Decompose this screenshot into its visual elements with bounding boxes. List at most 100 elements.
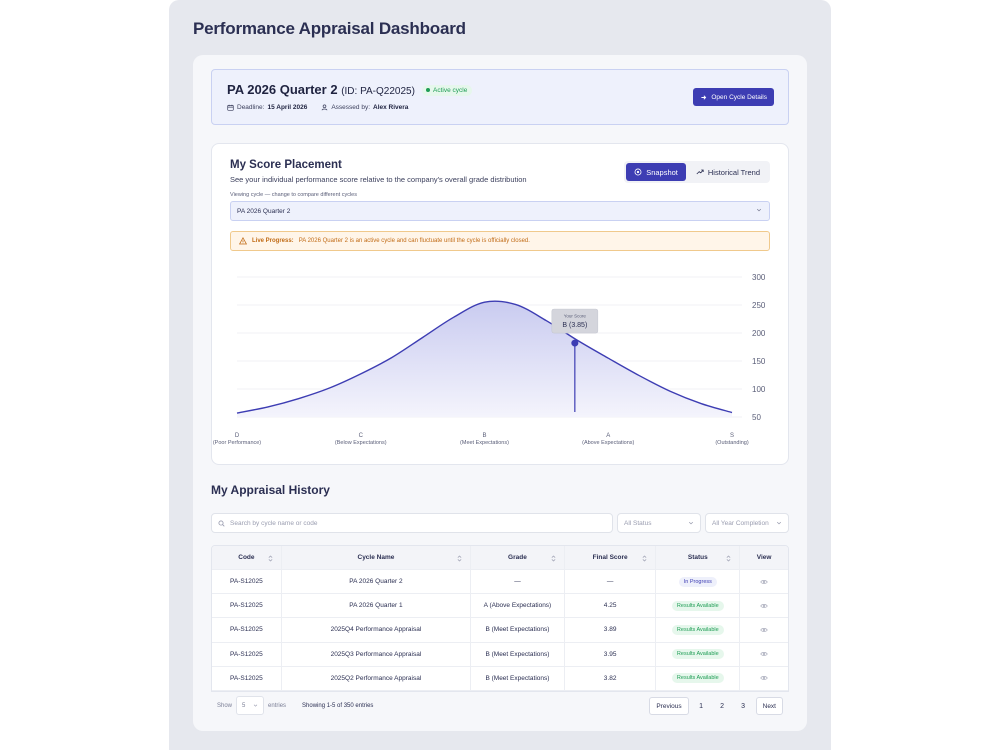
- cycle-title: PA 2026 Quarter 2 (ID: PA-Q22025): [227, 82, 415, 97]
- x-tick-sublabel: (Poor Performance): [213, 440, 261, 446]
- x-tick-label: S: [730, 433, 734, 439]
- score-placement-panel: My Score Placement See your individual p…: [211, 143, 789, 465]
- eye-icon[interactable]: [760, 651, 768, 657]
- history-search-input[interactable]: Search by cycle name or code: [211, 513, 613, 533]
- code-cell: PA-S12025: [212, 618, 282, 642]
- next-page-button[interactable]: Next: [755, 697, 783, 715]
- status-dot-icon: [426, 88, 430, 93]
- x-tick-sublabel: (Above Expectations): [582, 440, 634, 446]
- chevron-down-icon: [688, 521, 694, 525]
- search-placeholder: Search by cycle name or code: [230, 519, 318, 527]
- sort-icon: [726, 555, 731, 562]
- cycle-name-cell: 2025Q3 Performance Appraisal: [282, 642, 472, 666]
- column-header-label: Final Score: [592, 554, 628, 561]
- user-icon: [322, 104, 328, 111]
- cycle-id: (ID: PA-Q22025): [341, 86, 415, 97]
- historical-trend-tab[interactable]: Historical Trend: [688, 163, 768, 181]
- column-header-label: Grade: [508, 554, 527, 561]
- score-marker-point[interactable]: [571, 339, 579, 347]
- x-tick-label: B: [482, 433, 486, 439]
- eye-icon[interactable]: [760, 675, 768, 681]
- y-tick-label: 300: [752, 273, 766, 282]
- page-size-value: 5: [242, 702, 246, 709]
- view-cell: [740, 643, 788, 666]
- status-cell: Results Available: [656, 666, 741, 690]
- chevron-down-icon: [756, 208, 762, 212]
- column-header-code[interactable]: Code: [212, 546, 282, 569]
- pagination: Previous 1 2 3 Next: [649, 697, 783, 715]
- status-cell: Results Available: [656, 642, 741, 666]
- cycle-name-cell: 2025Q2 Performance Appraisal: [282, 666, 472, 690]
- open-cycle-details-button[interactable]: Open Cycle Details: [693, 88, 774, 106]
- previous-page-button[interactable]: Previous: [649, 697, 689, 715]
- view-cell: [740, 570, 788, 593]
- badge-label: Active cycle: [433, 87, 468, 94]
- entries-label: entries: [268, 702, 287, 709]
- status-filter-value: All Status: [624, 519, 652, 527]
- cycle-select-value: PA 2026 Quarter 2: [237, 207, 291, 215]
- eye-icon[interactable]: [760, 603, 768, 609]
- status-filter-select[interactable]: All Status: [617, 513, 701, 533]
- alert-title: Live Progress:: [252, 238, 294, 244]
- page-size-control: Show 5 entries Showing 1-5 of 350 entrie…: [217, 696, 373, 715]
- page-2-button[interactable]: 2: [720, 702, 725, 710]
- final-score-cell: 3.89: [565, 618, 657, 642]
- cycle-banner: PA 2026 Quarter 2 (ID: PA-Q22025) Active…: [211, 69, 789, 125]
- code-cell: PA-S12025: [212, 642, 282, 666]
- page-size-select[interactable]: 5: [236, 696, 265, 715]
- status-badge: Results Available: [671, 673, 724, 684]
- y-tick-label: 100: [752, 385, 766, 394]
- y-tick-label: 150: [752, 357, 766, 366]
- deadline-label: Deadline:: [237, 104, 265, 111]
- table-header-row: Code Cycle Name Grade Final Score Status…: [212, 546, 788, 570]
- appraisal-history-table: Code Cycle Name Grade Final Score Status…: [211, 545, 789, 692]
- eye-icon[interactable]: [760, 627, 768, 633]
- column-header-view: View: [740, 546, 788, 569]
- sort-icon: [457, 555, 462, 562]
- deadline-value: 15 April 2026: [267, 104, 308, 111]
- x-tick-label: D: [235, 433, 240, 439]
- code-cell: PA-S12025: [212, 666, 282, 690]
- column-header-final-score[interactable]: Final Score: [565, 546, 657, 569]
- column-header-grade[interactable]: Grade: [471, 546, 565, 569]
- score-placement-subtitle: See your individual performance score re…: [230, 175, 527, 184]
- year-filter-select[interactable]: All Year Completion: [705, 513, 789, 533]
- final-score-cell: 3.82: [565, 666, 657, 690]
- arrow-right-icon: [701, 94, 707, 100]
- warning-icon: [239, 237, 247, 245]
- table-row: PA-S12025 2025Q2 Performance Appraisal B (…: [212, 666, 788, 691]
- chevron-down-icon: [253, 704, 258, 707]
- search-icon: [218, 519, 225, 527]
- tooltip-title: Your Score: [564, 314, 587, 319]
- final-score-cell: 4.25: [565, 594, 657, 618]
- y-tick-label: 250: [752, 301, 766, 310]
- eye-icon[interactable]: [760, 579, 768, 585]
- column-header-label: View: [756, 554, 772, 561]
- column-header-status[interactable]: Status: [656, 546, 741, 569]
- y-tick-label: 50: [752, 413, 761, 422]
- code-cell: PA-S12025: [212, 570, 282, 594]
- page-1-button[interactable]: 1: [699, 702, 704, 710]
- status-badge: Results Available: [671, 649, 724, 660]
- x-tick-sublabel: (Below Expectations): [335, 440, 387, 446]
- status-cell: Results Available: [656, 618, 741, 642]
- assessor-value: Alex Rivera: [373, 104, 409, 111]
- open-cycle-details-label: Open Cycle Details: [711, 93, 767, 101]
- snapshot-tab[interactable]: Snapshot: [626, 163, 686, 181]
- x-tick-label: A: [606, 433, 610, 439]
- year-filter-value: All Year Completion: [712, 519, 769, 527]
- calendar-icon: [227, 104, 234, 111]
- table-body: PA-S12025 PA 2026 Quarter 2— — In Progress P…: [212, 570, 788, 691]
- final-score-cell: 3.95: [565, 642, 657, 666]
- cycle-select[interactable]: PA 2026 Quarter 2: [230, 201, 770, 221]
- page-3-button[interactable]: 3: [741, 702, 746, 710]
- active-cycle-badge: Active cycle: [422, 85, 473, 96]
- table-row: PA-S12025 PA 2026 Quarter 2— — In Progress: [212, 570, 788, 595]
- assessor-label: Assessed by:: [331, 104, 371, 111]
- show-label: Show: [217, 702, 233, 709]
- chevron-down-icon: [776, 521, 782, 525]
- column-header-cycle-name[interactable]: Cycle Name: [282, 546, 472, 569]
- table-row: PA-S12025 2025Q4 Performance Appraisal B (…: [212, 618, 788, 643]
- cycle-name-cell: PA 2026 Quarter 1: [282, 594, 472, 618]
- cycle-name: PA 2026 Quarter 2: [227, 82, 338, 97]
